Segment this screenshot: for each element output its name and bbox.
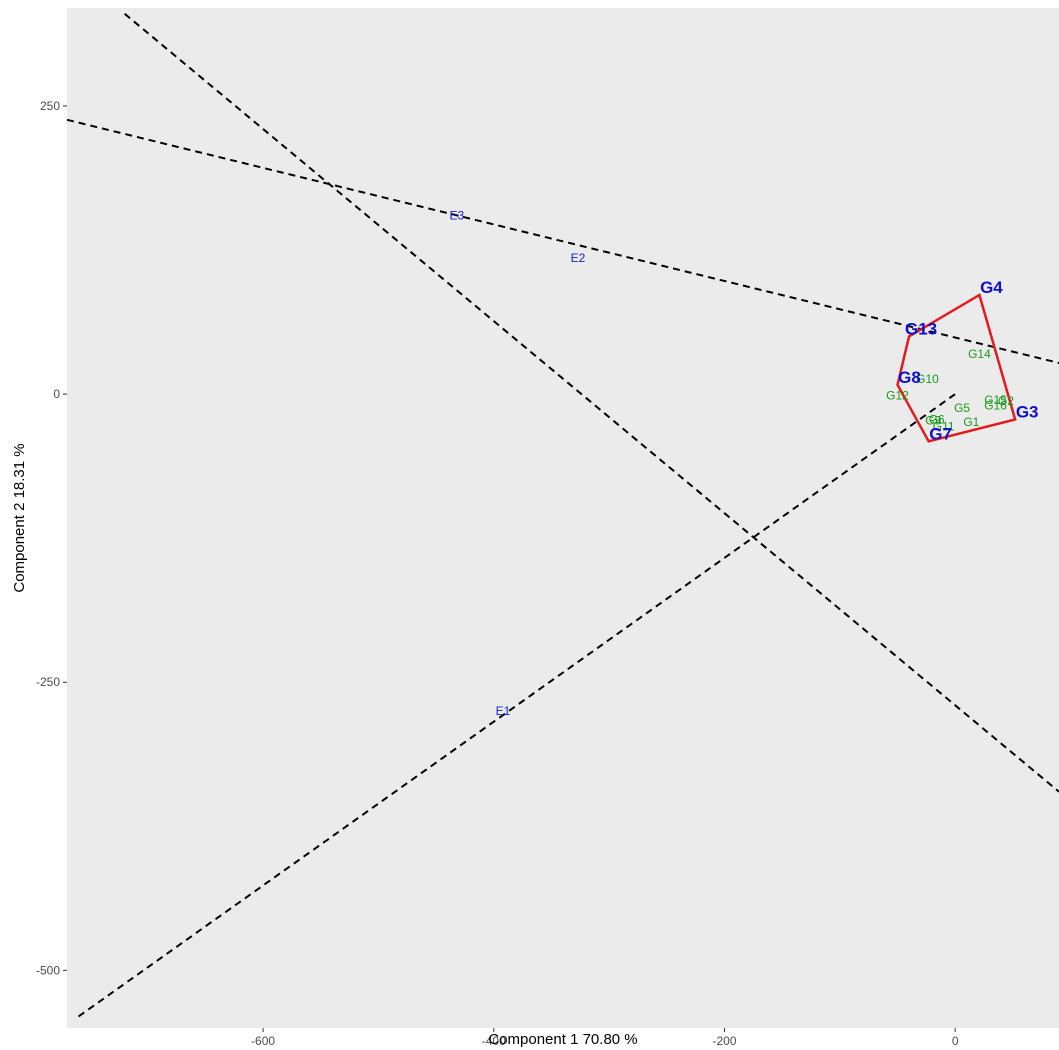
y-axis-ticks: 250 0 -250 -500 <box>36 99 67 977</box>
y-tick-label: 0 <box>53 387 60 401</box>
genotype-label: G5 <box>954 401 970 415</box>
genotype-label: G2 <box>998 394 1014 408</box>
x-tick-label: -600 <box>251 1034 275 1048</box>
genotype-label: G12 <box>886 388 909 402</box>
x-tick-label: -400 <box>482 1034 506 1048</box>
environment-label: E1 <box>496 704 511 718</box>
x-axis-ticks: -600 -400 -200 0 <box>251 1028 959 1048</box>
vertex-genotype-labels: G3 G4 G7 G8 G13 <box>898 278 1038 443</box>
genotype-label: G15 <box>984 393 1007 407</box>
y-tick-label: -250 <box>36 675 60 689</box>
environment-label: E2 <box>571 251 586 265</box>
vertex-genotype-label: G7 <box>929 424 952 443</box>
vertex-genotype-label: G13 <box>905 319 937 338</box>
environment-labels: E1 E2 E3 <box>450 208 586 718</box>
genotype-label: G9 <box>925 414 941 428</box>
y-axis-title: Component 2 18.31 % <box>11 443 28 592</box>
genotype-label: G11 <box>933 419 955 433</box>
genotype-label: G14 <box>968 347 991 361</box>
genotype-label: G1 <box>963 415 979 429</box>
y-tick-label: 250 <box>40 99 60 113</box>
hull-polygon <box>896 293 1017 443</box>
sector-line <box>66 118 1059 364</box>
sector-lines <box>66 12 1059 1018</box>
genotype-label: G10 <box>916 372 939 386</box>
x-tick-label: 0 <box>952 1034 959 1048</box>
vertex-genotype-label: G8 <box>898 368 921 387</box>
panel-background <box>67 8 1059 1028</box>
environment-label: E3 <box>450 208 465 222</box>
vertex-genotype-label: G4 <box>980 278 1003 297</box>
sector-line <box>124 12 1059 793</box>
y-tick-label: -500 <box>36 963 60 977</box>
vertex-genotype-label: G3 <box>1016 402 1039 421</box>
x-tick-label: -200 <box>712 1034 736 1048</box>
polygon-hull <box>896 293 1017 443</box>
genotype-label: G6 <box>929 412 945 426</box>
x-axis-title: Component 1 70.80 % <box>488 1031 637 1048</box>
genotype-label: G16 <box>984 399 1007 413</box>
